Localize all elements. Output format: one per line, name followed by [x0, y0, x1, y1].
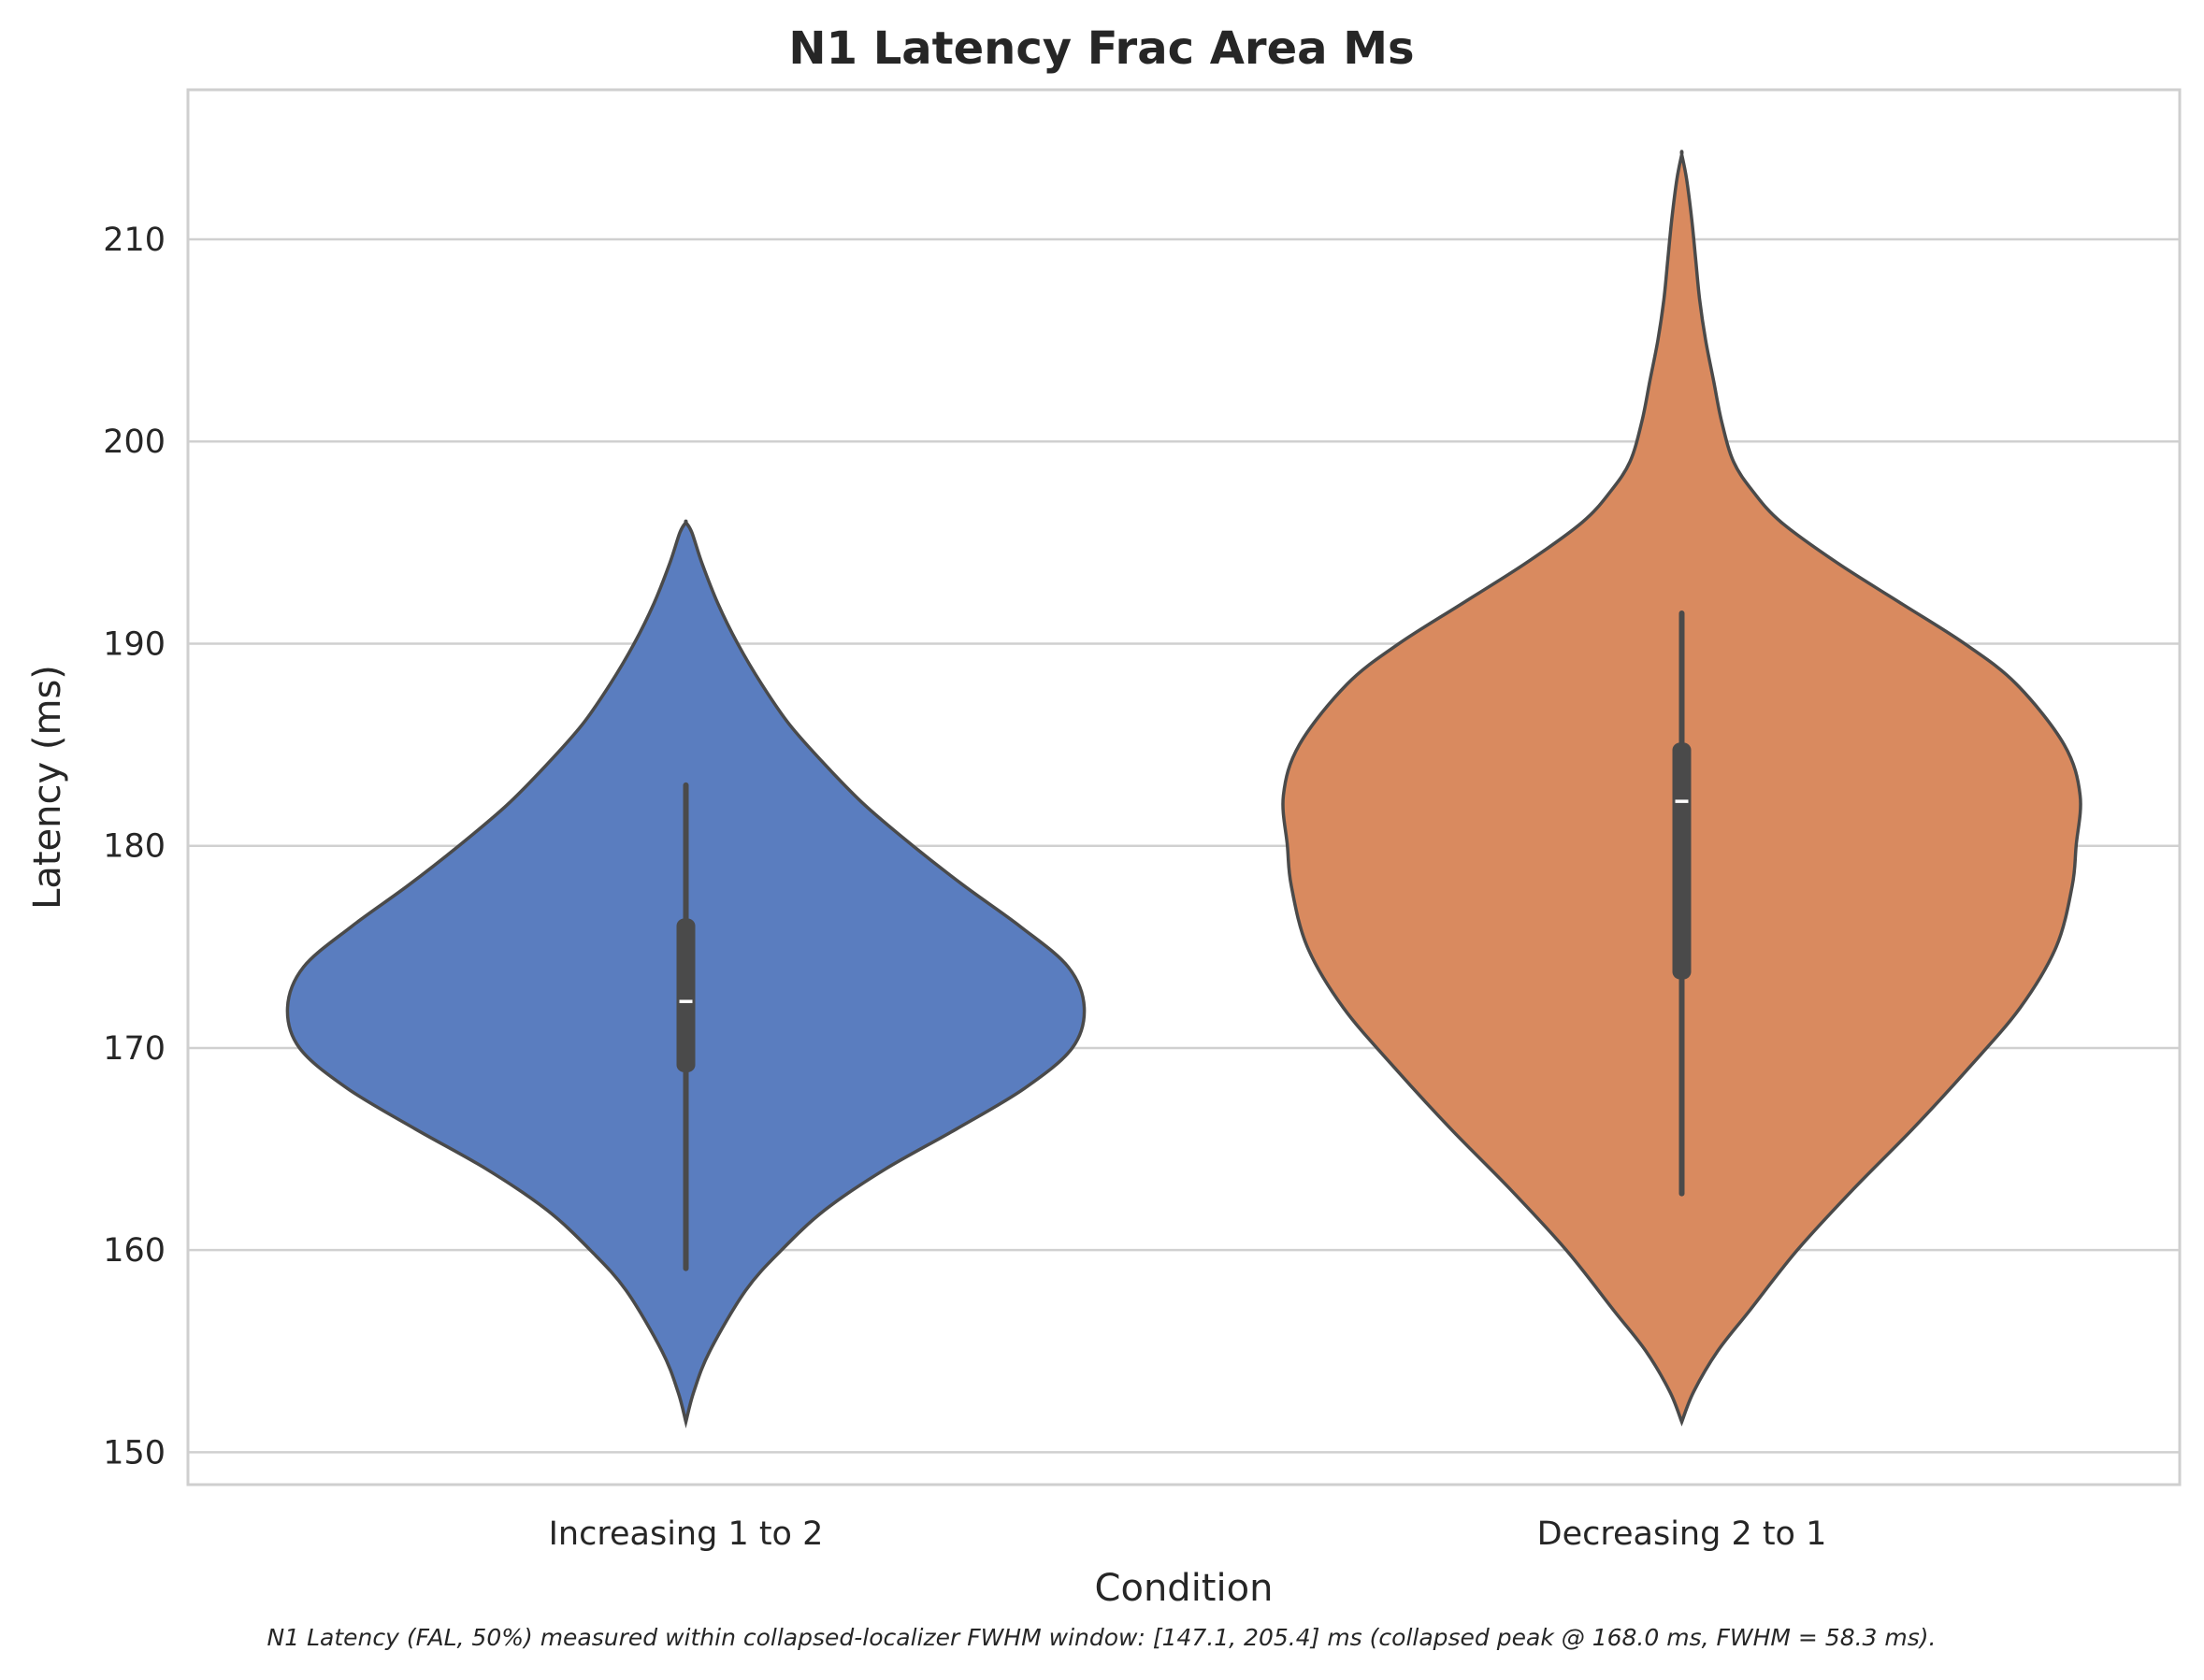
y-tick-190: 190 [103, 625, 166, 663]
y-tick-150: 150 [103, 1434, 166, 1472]
x-tick-0: Increasing 1 to 2 [549, 1515, 824, 1553]
x-tick-labels: Increasing 1 to 2 Decreasing 2 to 1 [549, 1515, 1827, 1553]
x-tick-1: Decreasing 2 to 1 [1537, 1515, 1827, 1553]
y-tick-labels: 150 160 170 180 190 200 210 [103, 222, 166, 1472]
y-tick-180: 180 [103, 828, 166, 866]
y-tick-160: 160 [103, 1232, 166, 1270]
x-axis-label: Condition [1095, 1567, 1274, 1610]
chart-caption: N1 Latency (FAL, 50%) measured within co… [267, 1624, 1937, 1651]
violin-0 [285, 519, 1087, 1429]
y-tick-170: 170 [103, 1030, 166, 1068]
y-axis-label: Latency (ms) [26, 665, 69, 910]
iqr-box-1 [1672, 742, 1692, 980]
y-tick-210: 210 [103, 222, 166, 259]
chart-title: N1 Latency Frac Area Ms [788, 22, 1414, 75]
plot-frame [186, 88, 2182, 1486]
violin-1 [1281, 150, 2082, 1427]
iqr-box-0 [676, 918, 696, 1072]
violins [285, 150, 2082, 1429]
y-tick-200: 200 [103, 424, 166, 461]
